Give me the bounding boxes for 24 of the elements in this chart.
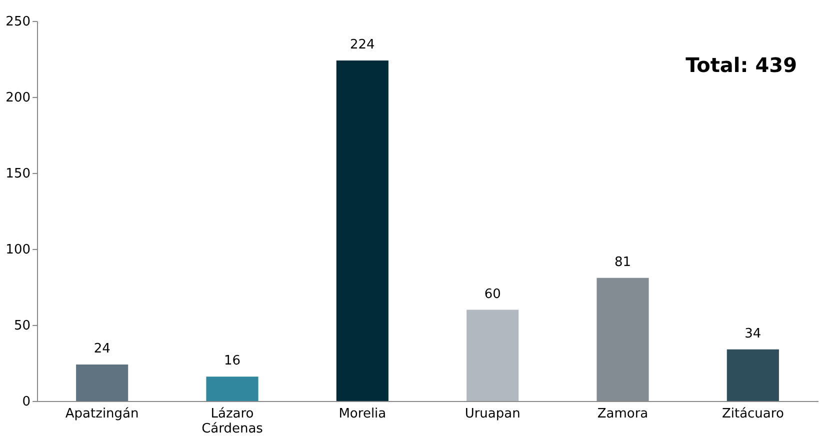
x-tick-label: Uruapan <box>464 406 520 422</box>
y-tick-label: 250 <box>6 14 30 30</box>
annotation: Total: 439 <box>686 53 797 77</box>
data-label: 16 <box>224 354 241 369</box>
bar <box>206 376 258 401</box>
bar <box>466 310 519 401</box>
x-tick-label: Zitácuaro <box>722 406 784 422</box>
x-tick-label: Apatzingán <box>65 406 139 422</box>
data-label: 81 <box>614 254 632 270</box>
data-label: 224 <box>350 38 375 53</box>
x-tick-label: Morelia <box>338 406 386 422</box>
y-tick-label: 50 <box>14 318 30 334</box>
data-label: 34 <box>744 326 762 342</box>
y-tick-label: 100 <box>6 242 30 258</box>
x-tick-label: Zamora <box>597 406 648 422</box>
data-label: 60 <box>484 286 501 302</box>
bar <box>726 349 779 401</box>
bar <box>76 364 128 401</box>
y-tick-label: 0 <box>22 394 30 410</box>
data-label: 24 <box>94 342 110 357</box>
y-tick-label: 150 <box>6 166 30 182</box>
bar <box>336 60 388 401</box>
y-tick-label: 200 <box>6 90 30 106</box>
x-tick-label: Lázaro Cárdenas <box>202 406 264 436</box>
